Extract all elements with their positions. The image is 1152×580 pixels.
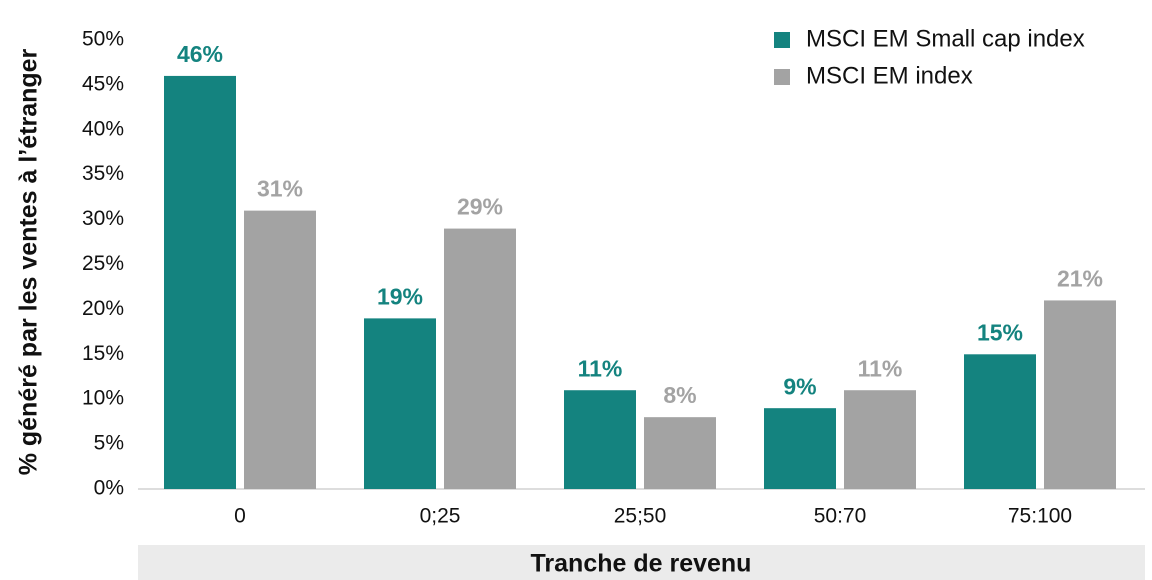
data-label: 15% xyxy=(977,319,1023,345)
y-axis-title: % généré par les ventes à l’étranger xyxy=(15,48,43,475)
legend-label: MSCI EM index xyxy=(806,62,973,89)
bar xyxy=(844,390,916,489)
bar xyxy=(564,390,636,489)
data-label: 29% xyxy=(457,194,503,220)
data-label: 8% xyxy=(663,382,696,408)
y-tick-label: 40% xyxy=(82,117,124,140)
data-label: 11% xyxy=(858,355,903,381)
x-tick-label: 50:70 xyxy=(814,505,867,528)
y-tick-label: 15% xyxy=(82,342,124,365)
y-tick-label: 50% xyxy=(82,28,124,51)
bar xyxy=(964,354,1036,489)
bar xyxy=(244,210,316,489)
bar xyxy=(164,75,236,490)
y-tick-label: 30% xyxy=(82,207,124,230)
bar xyxy=(364,318,436,489)
y-tick-label: 0% xyxy=(94,477,124,500)
data-label: 31% xyxy=(257,176,303,202)
x-tick-label: 25;50 xyxy=(614,505,667,528)
y-tick-label: 10% xyxy=(82,387,124,410)
y-tick-label: 35% xyxy=(82,162,124,185)
bar xyxy=(644,417,716,489)
y-tick-label: 20% xyxy=(82,297,124,320)
x-axis-title: Tranche de revenu xyxy=(531,550,752,578)
data-label: 9% xyxy=(783,373,816,399)
legend-swatch xyxy=(774,32,790,48)
data-label: 19% xyxy=(377,283,423,309)
legend-label: MSCI EM Small cap index xyxy=(806,25,1085,52)
y-tick-label: 45% xyxy=(82,72,124,95)
x-axis-title-band xyxy=(138,545,1145,580)
y-tick-label: 25% xyxy=(82,252,124,275)
data-label: 46% xyxy=(177,41,223,67)
y-tick-label: 5% xyxy=(94,432,124,455)
x-tick-label: 0;25 xyxy=(420,505,461,528)
x-tick-label: 0 xyxy=(234,505,246,528)
data-label: 21% xyxy=(1057,265,1103,291)
legend-swatch xyxy=(774,69,790,85)
bar xyxy=(444,228,516,489)
bar xyxy=(764,408,836,489)
bar xyxy=(1044,300,1116,489)
data-label: 11% xyxy=(578,355,623,381)
x-tick-label: 75:100 xyxy=(1008,505,1072,528)
